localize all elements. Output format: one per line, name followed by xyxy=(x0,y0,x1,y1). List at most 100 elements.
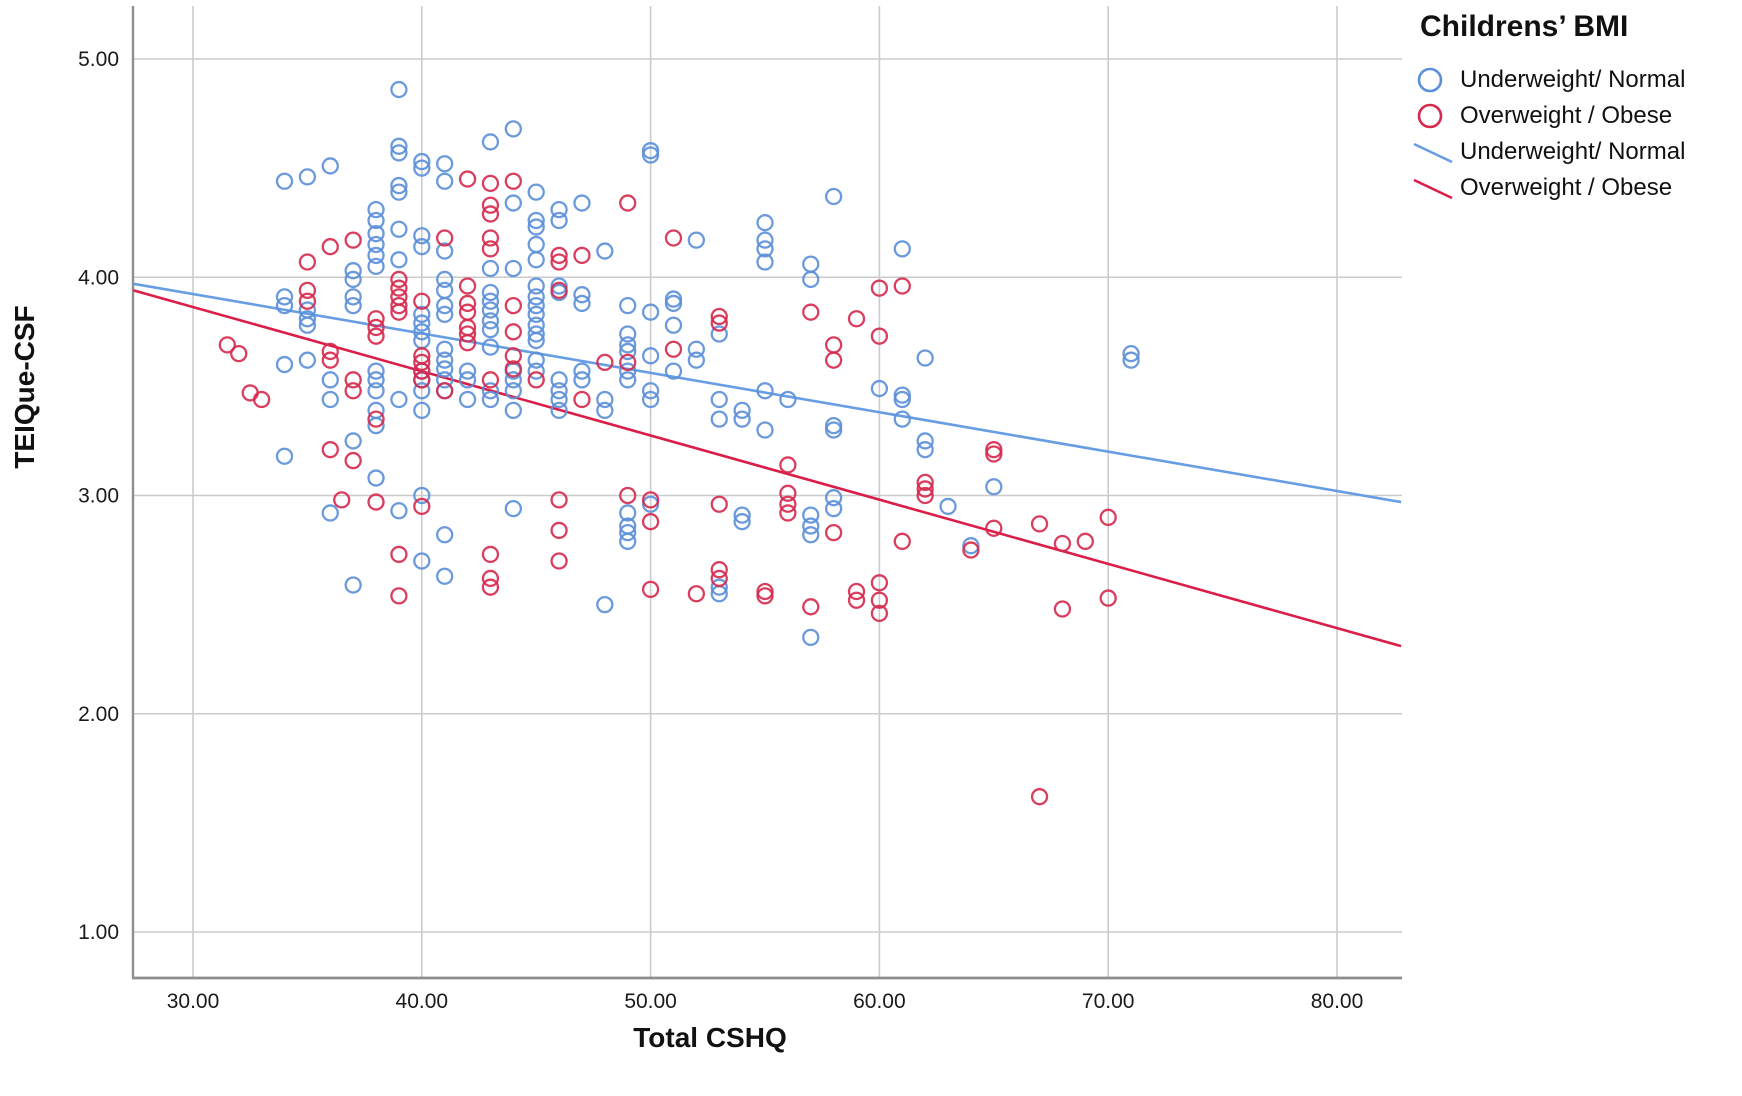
data-point[interactable] xyxy=(367,257,385,275)
data-point[interactable] xyxy=(619,371,637,389)
data-point[interactable] xyxy=(344,262,362,280)
data-point[interactable] xyxy=(413,353,431,372)
data-point[interactable] xyxy=(962,541,980,559)
data-point[interactable] xyxy=(367,382,385,400)
data-point[interactable] xyxy=(802,598,820,616)
data-point[interactable] xyxy=(390,303,408,321)
data-point[interactable] xyxy=(481,240,500,258)
data-point[interactable] xyxy=(1122,344,1140,363)
data-point[interactable] xyxy=(527,371,545,389)
data-point[interactable] xyxy=(619,353,637,372)
data-point[interactable] xyxy=(870,604,889,623)
data-point[interactable] xyxy=(344,382,362,400)
data-point[interactable] xyxy=(367,401,385,420)
data-point[interactable] xyxy=(802,270,820,289)
data-point[interactable] xyxy=(641,303,660,321)
data-point[interactable] xyxy=(458,390,477,409)
data-point[interactable] xyxy=(527,288,545,306)
data-point[interactable] xyxy=(436,371,454,389)
data-point[interactable] xyxy=(344,288,362,306)
data-point[interactable] xyxy=(413,552,431,570)
data-point[interactable] xyxy=(619,504,637,522)
data-point[interactable] xyxy=(824,523,843,542)
data-point[interactable] xyxy=(436,567,454,585)
data-point[interactable] xyxy=(481,578,500,596)
data-point[interactable] xyxy=(824,489,843,507)
data-point[interactable] xyxy=(367,211,385,230)
data-point[interactable] xyxy=(344,371,362,389)
data-point[interactable] xyxy=(413,227,431,245)
data-point[interactable] xyxy=(527,351,545,369)
data-point[interactable] xyxy=(481,133,500,151)
data-point[interactable] xyxy=(664,294,683,313)
data-point[interactable] xyxy=(824,336,843,354)
data-point[interactable] xyxy=(1053,534,1072,553)
data-point[interactable] xyxy=(527,305,545,324)
data-point[interactable] xyxy=(916,441,934,459)
data-point[interactable] xyxy=(413,362,431,380)
data-point[interactable] xyxy=(436,296,454,315)
data-point[interactable] xyxy=(481,196,500,214)
data-point[interactable] xyxy=(573,362,591,380)
data-point[interactable] xyxy=(367,327,385,345)
data-point[interactable] xyxy=(458,303,477,321)
data-point[interactable] xyxy=(413,292,431,310)
data-point[interactable] xyxy=(481,205,500,223)
data-point[interactable] xyxy=(664,316,683,334)
data-point[interactable] xyxy=(1030,515,1049,533)
data-point[interactable] xyxy=(985,519,1003,537)
data-point[interactable] xyxy=(619,325,637,343)
data-point[interactable] xyxy=(390,183,408,201)
data-point[interactable] xyxy=(641,491,660,509)
data-point[interactable] xyxy=(916,349,934,367)
data-point[interactable] xyxy=(756,582,774,601)
data-point[interactable] xyxy=(550,390,568,409)
data-point[interactable] xyxy=(458,325,477,343)
data-point[interactable] xyxy=(436,340,454,358)
data-point[interactable] xyxy=(436,281,454,299)
data-point[interactable] xyxy=(527,316,545,334)
data-point[interactable] xyxy=(619,486,637,505)
data-point[interactable] xyxy=(550,401,568,420)
data-point[interactable] xyxy=(390,587,408,605)
data-point[interactable] xyxy=(436,360,454,378)
data-point[interactable] xyxy=(916,432,934,450)
data-point[interactable] xyxy=(321,390,339,409)
data-point[interactable] xyxy=(550,491,568,509)
data-point[interactable] xyxy=(710,314,728,332)
data-point[interactable] xyxy=(802,255,820,273)
data-point[interactable] xyxy=(847,310,866,328)
data-point[interactable] xyxy=(756,214,774,232)
data-point[interactable] xyxy=(985,441,1003,459)
data-point[interactable] xyxy=(710,325,728,343)
data-point[interactable] xyxy=(939,497,957,516)
data-point[interactable] xyxy=(573,286,591,304)
data-point[interactable] xyxy=(413,371,431,389)
data-point[interactable] xyxy=(550,552,568,570)
data-point[interactable] xyxy=(321,351,339,369)
data-point[interactable] xyxy=(1122,351,1140,369)
data-point[interactable] xyxy=(619,194,637,212)
data-point[interactable] xyxy=(481,292,500,310)
data-point[interactable] xyxy=(824,499,843,518)
data-point[interactable] xyxy=(893,240,911,258)
data-point[interactable] xyxy=(687,340,706,358)
data-point[interactable] xyxy=(596,242,614,260)
data-point[interactable] xyxy=(619,362,637,380)
data-point[interactable] xyxy=(550,211,568,230)
data-point[interactable] xyxy=(390,220,408,238)
data-point[interactable] xyxy=(779,484,797,502)
data-point[interactable] xyxy=(985,445,1003,463)
data-point[interactable] xyxy=(504,360,522,378)
data-point[interactable] xyxy=(573,390,591,409)
data-point[interactable] xyxy=(413,401,431,420)
data-point[interactable] xyxy=(962,537,980,555)
data-point[interactable] xyxy=(687,231,706,249)
legend-item[interactable]: Underweight/ Normal xyxy=(1412,62,1742,98)
data-point[interactable] xyxy=(870,279,889,297)
data-point[interactable] xyxy=(413,323,431,341)
data-point[interactable] xyxy=(481,259,500,278)
data-point[interactable] xyxy=(344,576,362,594)
data-point[interactable] xyxy=(504,120,522,138)
data-point[interactable] xyxy=(1099,508,1117,526)
